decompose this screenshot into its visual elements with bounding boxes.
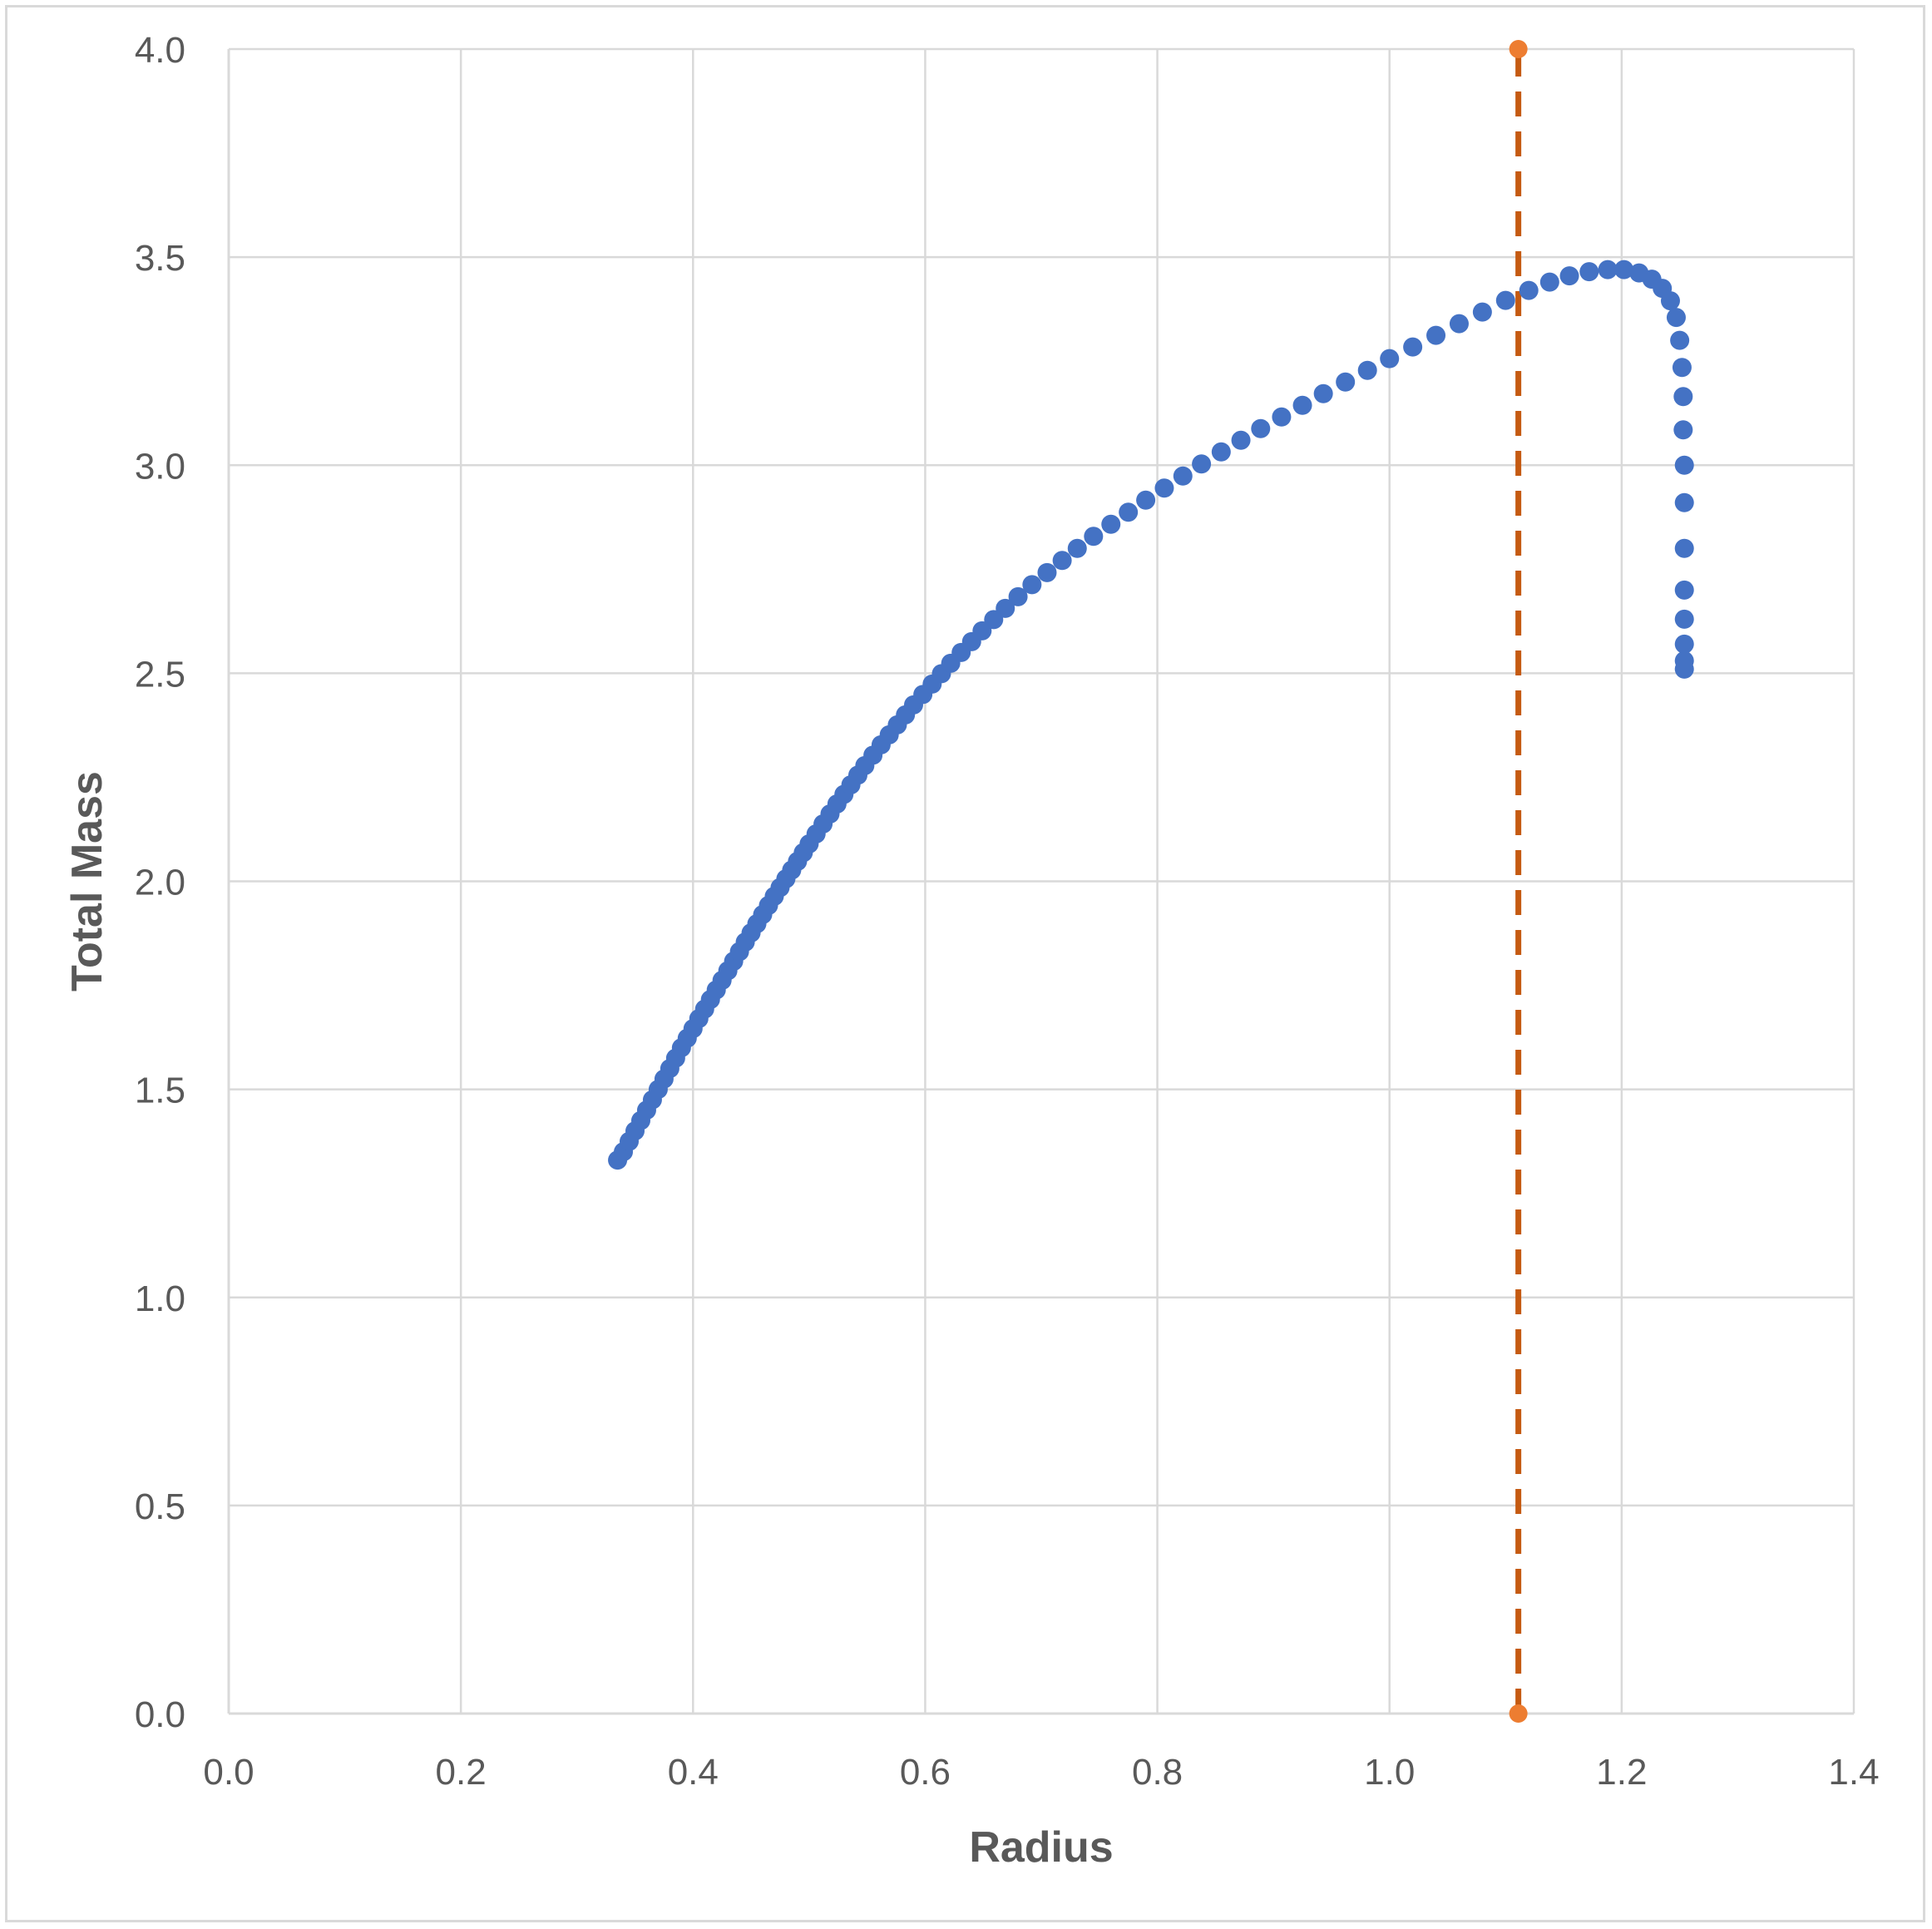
data-point (1674, 609, 1694, 629)
data-point (1251, 418, 1271, 438)
y-axis-tick-labels: 0.0 0.5 1.0 1.5 2.0 2.5 3.0 3.5 4.0 (135, 30, 185, 1735)
y-tick-label: 2.0 (135, 863, 185, 903)
data-point (1598, 260, 1618, 279)
data-point (1559, 266, 1579, 286)
data-point (1674, 580, 1694, 600)
data-point (1336, 372, 1356, 392)
data-point (1672, 358, 1692, 378)
x-tick-label: 0.2 (436, 1752, 487, 1793)
data-point (1614, 260, 1634, 279)
x-axis-tick-labels: 0.0 0.2 0.4 0.6 0.8 1.0 1.2 1.4 (203, 1752, 1879, 1793)
data-point (1008, 586, 1028, 606)
data-point (1674, 455, 1694, 475)
data-point (1231, 430, 1251, 450)
x-tick-label: 0.8 (1132, 1752, 1183, 1793)
y-tick-label: 2.5 (135, 654, 185, 695)
x-tick-label: 0.0 (203, 1752, 254, 1793)
x-tick-label: 1.2 (1596, 1752, 1647, 1793)
data-point (1495, 290, 1515, 310)
data-point (1673, 420, 1693, 440)
data-point (1192, 454, 1212, 474)
data-point (1119, 502, 1139, 522)
y-tick-label: 4.0 (135, 30, 185, 71)
data-point (1403, 337, 1423, 357)
data-point (1472, 302, 1492, 322)
data-point (1272, 407, 1292, 427)
data-point (996, 598, 1015, 618)
data-point (1084, 527, 1104, 547)
data-point (1357, 360, 1377, 380)
data-point (1101, 514, 1121, 534)
data-point (1052, 551, 1072, 571)
y-tick-label: 1.5 (135, 1071, 185, 1111)
reference-end-marker (1509, 40, 1528, 58)
x-tick-label: 0.4 (668, 1752, 719, 1793)
data-point (1579, 262, 1599, 282)
data-point (1670, 330, 1690, 350)
data-point (1674, 538, 1694, 558)
data-point (1037, 562, 1057, 582)
data-point (1292, 395, 1312, 415)
data-point (1674, 659, 1694, 679)
x-tick-label: 1.0 (1364, 1752, 1415, 1793)
data-point (1154, 478, 1174, 498)
data-point (1539, 272, 1559, 292)
data-point (1519, 280, 1539, 300)
data-point (1211, 442, 1231, 462)
data-point (1674, 634, 1694, 654)
reference-line-series (1509, 40, 1528, 1723)
x-axis-title: Radius (969, 1823, 1113, 1872)
data-point (1022, 575, 1042, 595)
chart-frame (5, 5, 1925, 1922)
data-series-points (608, 260, 1694, 1170)
data-point (1673, 387, 1693, 407)
y-tick-label: 3.5 (135, 238, 185, 279)
y-tick-label: 1.0 (135, 1279, 185, 1319)
data-point (1067, 538, 1087, 558)
data-point (1666, 308, 1686, 328)
x-tick-label: 1.4 (1828, 1752, 1879, 1793)
data-point (1426, 325, 1446, 345)
data-point (1674, 492, 1694, 512)
y-tick-label: 3.0 (135, 446, 185, 487)
data-point (1313, 383, 1333, 403)
reference-end-marker (1509, 1704, 1528, 1723)
data-point (1173, 466, 1193, 486)
y-tick-label: 0.5 (135, 1486, 185, 1527)
data-point (1380, 349, 1400, 368)
x-tick-label: 0.6 (900, 1752, 951, 1793)
data-point (1660, 291, 1680, 311)
y-axis-title: Total Mass (63, 771, 111, 992)
data-point (1449, 314, 1469, 334)
grid-lines (227, 47, 1855, 1715)
y-tick-label: 0.0 (135, 1694, 185, 1735)
data-point (1136, 490, 1156, 510)
